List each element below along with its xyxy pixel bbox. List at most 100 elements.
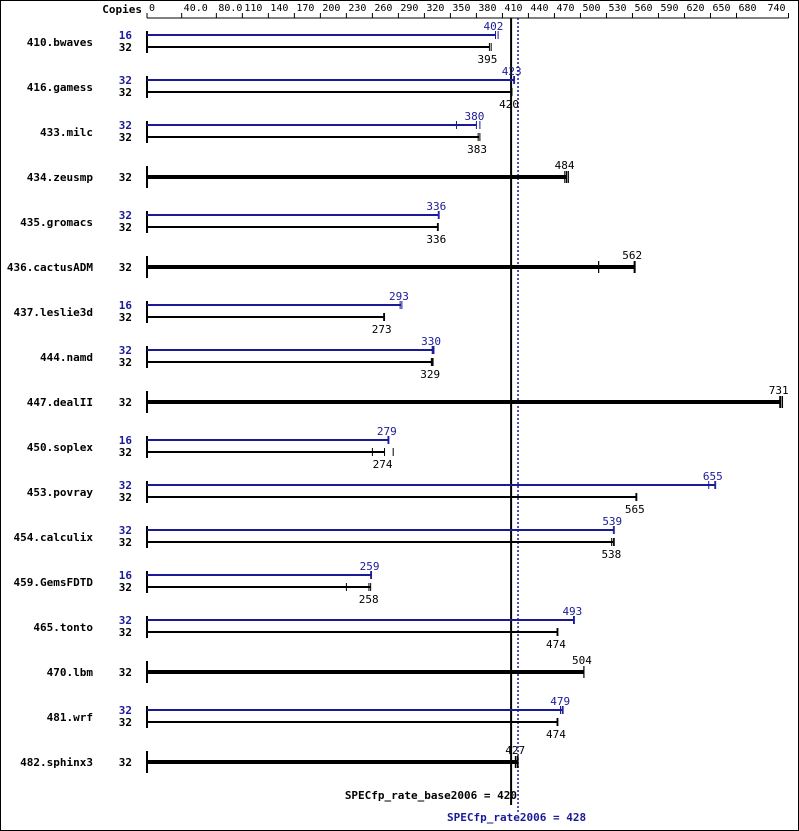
benchmark-name: 410.bwaves	[27, 36, 93, 49]
benchmark-name: 437.leslie3d	[14, 306, 93, 319]
peak-value-label: 293	[389, 290, 409, 303]
base-copies: 32	[119, 356, 132, 369]
peak-copies: 16	[119, 569, 133, 582]
base-value-label: 336	[426, 233, 446, 246]
peak-value-label: 259	[360, 560, 380, 573]
base-copies: 32	[119, 666, 132, 679]
benchmark-name: 433.milc	[40, 126, 93, 139]
peak-value-label: 655	[703, 470, 723, 483]
base-copies: 32	[119, 41, 132, 54]
benchmark-name: 450.soplex	[27, 441, 94, 454]
benchmark-name: 447.dealII	[27, 396, 93, 409]
x-tick-label: 380	[478, 3, 496, 14]
base-value-label: 484	[555, 159, 575, 172]
benchmark-name: 434.zeusmp	[27, 171, 94, 184]
base-copies: 32	[119, 491, 132, 504]
base-value-label: 474	[546, 638, 566, 651]
peak-copies: 32	[119, 524, 132, 537]
base-value-label: 538	[601, 548, 621, 561]
benchmark-name: 459.GemsFDTD	[14, 576, 94, 589]
peak-copies: 32	[119, 344, 132, 357]
base-copies: 32	[119, 536, 132, 549]
x-tick-label: 470	[556, 3, 574, 14]
base-copies: 32	[119, 756, 132, 769]
peak-value-label: 423	[502, 65, 522, 78]
benchmark-name: 465.tonto	[33, 621, 93, 634]
peak-copies: 32	[119, 704, 132, 717]
base-value-label: 383	[467, 143, 487, 156]
base-copies: 32	[119, 171, 132, 184]
x-tick-label: 560	[634, 3, 652, 14]
x-tick-label: 500	[582, 3, 600, 14]
base-copies: 32	[119, 221, 132, 234]
x-tick-label: 350	[452, 3, 470, 14]
peak-copies: 32	[119, 614, 132, 627]
peak-copies: 32	[119, 209, 132, 222]
base-copies: 32	[119, 261, 132, 274]
x-tick-label: 230	[348, 3, 366, 14]
x-tick-label: 170	[296, 3, 314, 14]
peak-copies: 32	[119, 479, 132, 492]
peak-copies: 32	[119, 74, 132, 87]
base-value-label: 504	[572, 654, 592, 667]
base-value-label: 565	[625, 503, 645, 516]
benchmark-name: 436.cactusADM	[7, 261, 93, 274]
base-reference-label: SPECfp_rate_base2006 = 420	[345, 789, 517, 802]
x-tick-label: 650	[712, 3, 730, 14]
peak-copies: 16	[119, 434, 133, 447]
benchmark-name: 454.calculix	[14, 531, 94, 544]
benchmark-name: 481.wrf	[47, 711, 93, 724]
benchmark-name: 453.povray	[27, 486, 94, 499]
base-value-label: 395	[477, 53, 497, 66]
base-copies: 32	[119, 446, 132, 459]
base-value-label: 731	[769, 384, 789, 397]
x-tick-label: 0	[149, 3, 155, 14]
x-tick-label: 680	[738, 3, 756, 14]
base-copies: 32	[119, 626, 132, 639]
peak-value-label: 380	[464, 110, 484, 123]
peak-value-label: 479	[550, 695, 570, 708]
x-tick-label: 530	[608, 3, 626, 14]
x-tick-label: 40.0	[184, 3, 208, 14]
benchmark-name: 470.lbm	[47, 666, 94, 679]
peak-value-label: 336	[426, 200, 446, 213]
benchmark-name: 444.namd	[40, 351, 93, 364]
base-value-label: 427	[505, 744, 525, 757]
base-value-label: 273	[372, 323, 392, 336]
base-value-label: 474	[546, 728, 566, 741]
peak-copies: 16	[119, 29, 133, 42]
x-tick-label: 410	[504, 3, 522, 14]
peak-value-label: 402	[484, 20, 504, 33]
x-tick-label: 110	[244, 3, 262, 14]
copies-header: Copies	[102, 3, 142, 16]
base-copies: 32	[119, 86, 132, 99]
x-tick-label: 80.0	[218, 3, 242, 14]
base-copies: 32	[119, 396, 132, 409]
x-tick-label: 740	[767, 3, 785, 14]
x-tick-label: 620	[686, 3, 704, 14]
base-copies: 32	[119, 311, 132, 324]
x-tick-label: 590	[660, 3, 678, 14]
peak-copies: 32	[119, 119, 132, 132]
x-tick-label: 320	[426, 3, 444, 14]
peak-copies: 16	[119, 299, 133, 312]
x-tick-label: 140	[270, 3, 288, 14]
base-copies: 32	[119, 581, 132, 594]
x-tick-label: 200	[322, 3, 340, 14]
peak-value-label: 539	[602, 515, 622, 528]
base-copies: 32	[119, 131, 132, 144]
benchmark-name: 416.gamess	[27, 81, 93, 94]
base-value-label: 274	[373, 458, 393, 471]
benchmark-name: 435.gromacs	[20, 216, 93, 229]
base-value-label: 562	[622, 249, 642, 262]
base-value-label: 420	[499, 98, 519, 111]
base-value-label: 329	[420, 368, 440, 381]
peak-value-label: 279	[377, 425, 397, 438]
peak-value-label: 330	[421, 335, 441, 348]
peak-value-label: 493	[562, 605, 582, 618]
peak-reference-label: SPECfp_rate2006 = 428	[447, 811, 586, 824]
base-copies: 32	[119, 716, 132, 729]
x-tick-label: 290	[400, 3, 418, 14]
